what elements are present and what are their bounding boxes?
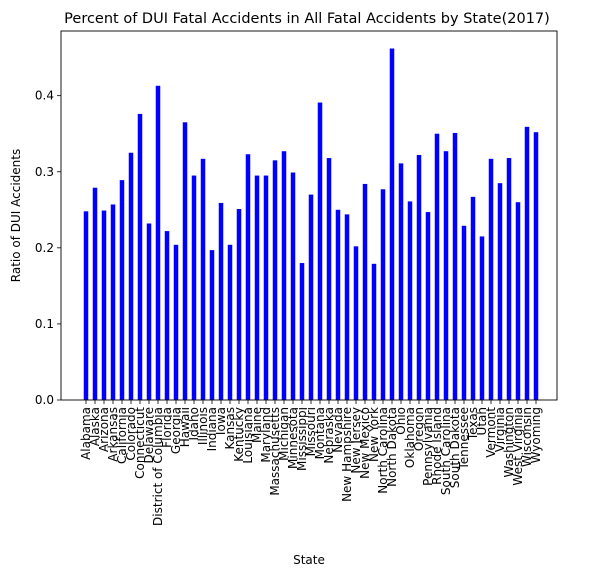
bar bbox=[255, 176, 260, 400]
bar bbox=[300, 263, 305, 400]
bar bbox=[408, 201, 413, 400]
bar bbox=[399, 163, 404, 400]
bar bbox=[264, 176, 269, 400]
bar bbox=[111, 204, 116, 400]
y-tick-label: 0.4 bbox=[35, 89, 54, 103]
bar bbox=[219, 203, 224, 400]
bar bbox=[462, 226, 467, 400]
bar bbox=[246, 154, 251, 400]
bar bbox=[417, 155, 422, 400]
x-axis: AlabamaAlaskaArizonaArkansasCaliforniaCo… bbox=[79, 400, 543, 526]
y-tick-label: 0.2 bbox=[35, 241, 54, 255]
bar bbox=[426, 212, 431, 400]
chart-title: Percent of DUI Fatal Accidents in All Fa… bbox=[64, 11, 550, 27]
x-axis-label: State bbox=[293, 553, 325, 567]
bar bbox=[129, 153, 134, 400]
bar bbox=[525, 127, 530, 400]
bar bbox=[291, 173, 296, 400]
bar bbox=[390, 49, 395, 401]
bar bbox=[147, 223, 152, 400]
bar bbox=[174, 245, 179, 400]
bar bbox=[363, 184, 368, 400]
bar bbox=[327, 158, 332, 400]
bar bbox=[183, 122, 188, 400]
bar bbox=[480, 236, 485, 400]
bar bbox=[156, 86, 161, 400]
bar bbox=[210, 250, 215, 400]
bar bbox=[435, 134, 440, 400]
bar bbox=[93, 188, 98, 400]
bar bbox=[120, 180, 125, 400]
bar bbox=[309, 195, 314, 400]
bar bbox=[381, 189, 386, 400]
bar bbox=[507, 158, 512, 400]
y-tick-label: 0.3 bbox=[35, 165, 54, 179]
y-tick-label: 0.1 bbox=[35, 317, 54, 331]
bar bbox=[84, 211, 89, 400]
bar bbox=[372, 264, 377, 400]
bar bbox=[192, 176, 197, 400]
bar bbox=[453, 133, 458, 400]
bar bbox=[516, 202, 521, 400]
bar bbox=[345, 214, 350, 400]
bar bbox=[336, 210, 341, 400]
bar bbox=[498, 183, 503, 400]
bar bbox=[489, 159, 494, 400]
bar bbox=[534, 132, 539, 400]
bar bbox=[444, 151, 449, 400]
bar bbox=[318, 103, 323, 400]
bars-group bbox=[84, 49, 539, 401]
bar bbox=[165, 231, 170, 400]
bar bbox=[228, 245, 233, 400]
bar bbox=[138, 114, 143, 400]
bar bbox=[102, 211, 107, 400]
y-tick-label: 0.0 bbox=[35, 393, 54, 407]
bar bbox=[282, 151, 287, 400]
bar bbox=[237, 209, 242, 400]
x-tick-label: Wyoming bbox=[529, 407, 543, 463]
bar bbox=[471, 197, 476, 400]
bar bbox=[201, 159, 206, 400]
bar bbox=[273, 160, 278, 400]
bar bbox=[354, 246, 359, 400]
y-axis: 0.0 0.1 0.2 0.3 0.4 bbox=[35, 89, 61, 407]
y-axis-label: Ratio of DUI Accidents bbox=[9, 149, 23, 282]
